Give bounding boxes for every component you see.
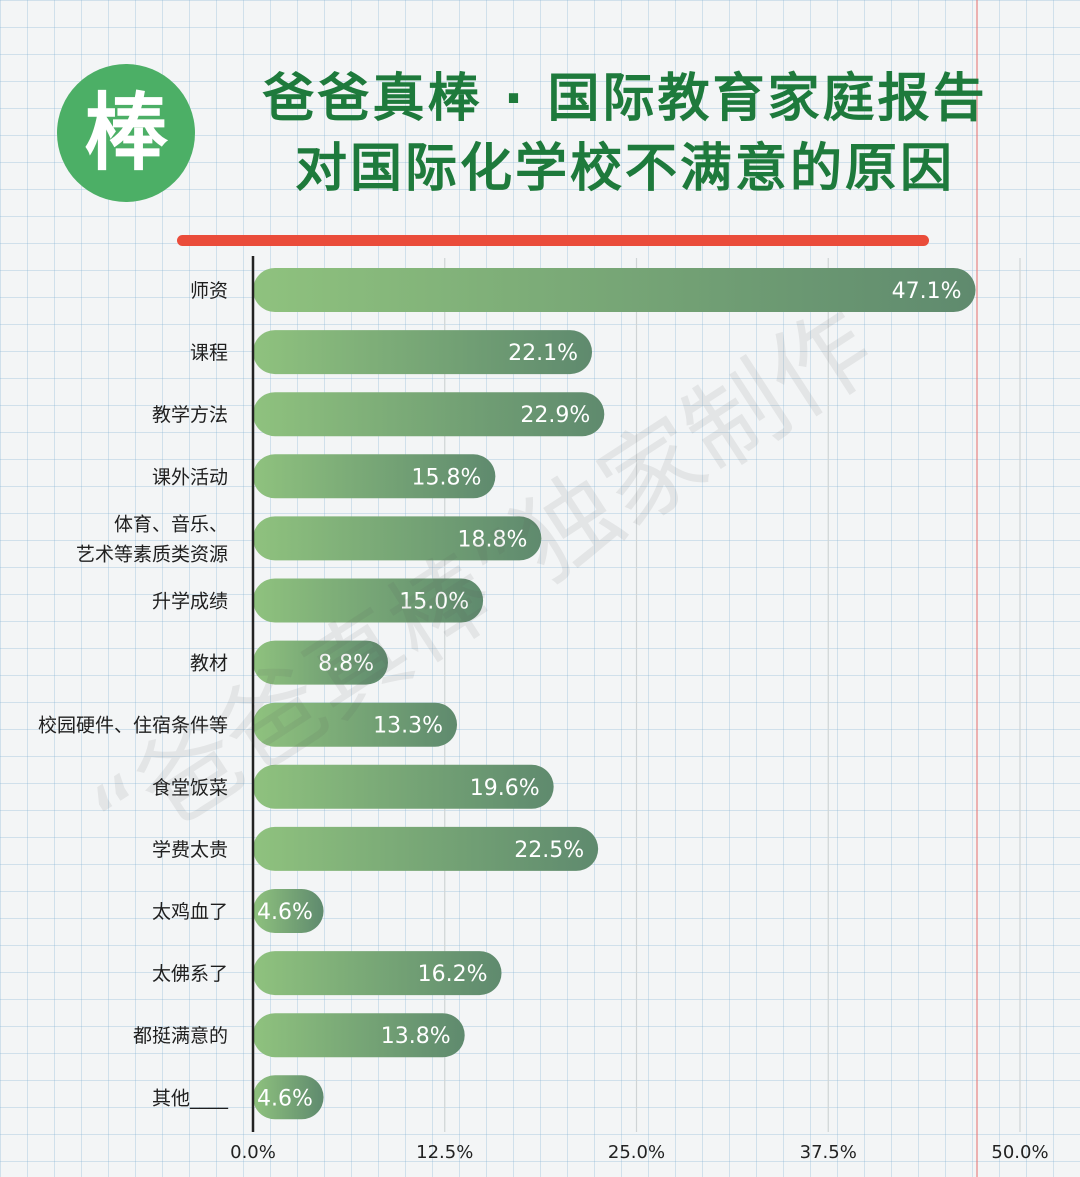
bar	[253, 268, 976, 312]
bar-value-label: 15.8%	[411, 465, 481, 490]
category-label: 其他____	[152, 1087, 229, 1109]
bar-value-label: 15.0%	[399, 590, 469, 615]
bar	[253, 392, 605, 437]
category-label: 课外活动	[152, 466, 228, 488]
bar-value-label: 19.6%	[470, 776, 540, 801]
bar	[253, 1075, 324, 1120]
title-underline	[177, 235, 929, 246]
category-label: 校园硬件、住宿条件等	[38, 715, 228, 737]
chart-title: 对国际化学校不满意的原因	[294, 139, 955, 199]
bar-value-label: 22.5%	[514, 838, 584, 863]
x-tick-label: 0.0%	[230, 1142, 276, 1163]
bar-value-label: 4.6%	[257, 1086, 313, 1111]
bar	[253, 330, 593, 375]
bar	[253, 702, 458, 747]
category-label: 师资	[190, 280, 228, 302]
report-title: 爸爸真棒 · 国际教育家庭报告	[262, 69, 988, 129]
bar	[253, 951, 502, 996]
bar	[253, 516, 542, 561]
bar	[253, 578, 484, 623]
category-label: 都挺满意的	[133, 1025, 228, 1047]
logo-badge: 棒	[57, 64, 195, 202]
bar	[253, 764, 554, 809]
x-tick-label: 50.0%	[991, 1142, 1048, 1163]
category-label: 教材	[190, 653, 228, 675]
bar	[253, 1013, 465, 1058]
category-label: 太佛系了	[152, 963, 228, 985]
category-label: 体育、音乐、艺术等素质类资源	[76, 513, 228, 565]
bar-value-label: 4.6%	[257, 900, 313, 925]
bar-value-label: 22.9%	[520, 403, 590, 428]
bar-value-label: 16.2%	[418, 962, 488, 987]
category-label: 食堂饭菜	[152, 777, 228, 799]
x-tick-label: 12.5%	[416, 1142, 473, 1163]
category-label: 太鸡血了	[152, 901, 228, 923]
bar-value-label: 13.3%	[373, 714, 443, 739]
bar	[253, 826, 599, 871]
x-tick-label: 25.0%	[608, 1142, 665, 1163]
bar	[253, 889, 324, 933]
bar-value-label: 8.8%	[318, 652, 374, 677]
category-label: 课程	[190, 342, 228, 364]
bar	[253, 454, 496, 499]
bar-value-label: 22.1%	[508, 341, 578, 366]
bar-value-label: 13.8%	[381, 1024, 451, 1049]
bars: 47.1% 22.1% 22.9% 15.8% 18.8% 15.0% 8.8% 13.3% 1…	[253, 268, 976, 1120]
x-tick-label: 37.5%	[800, 1142, 857, 1163]
bar-value-label: 18.8%	[458, 527, 528, 552]
paper-margin-line	[976, 0, 978, 1177]
logo-text: 棒	[83, 84, 168, 182]
category-label: 升学成绩	[152, 591, 228, 613]
axis: 0.0% 12.5% 25.0% 37.5% 50.0% 师资课程教学方法课外活动体育、音…	[38, 256, 1049, 1163]
category-label: 学费太贵	[152, 839, 228, 861]
category-label: 教学方法	[152, 404, 228, 426]
bar-value-label: 47.1%	[892, 279, 962, 304]
bar	[253, 640, 388, 685]
